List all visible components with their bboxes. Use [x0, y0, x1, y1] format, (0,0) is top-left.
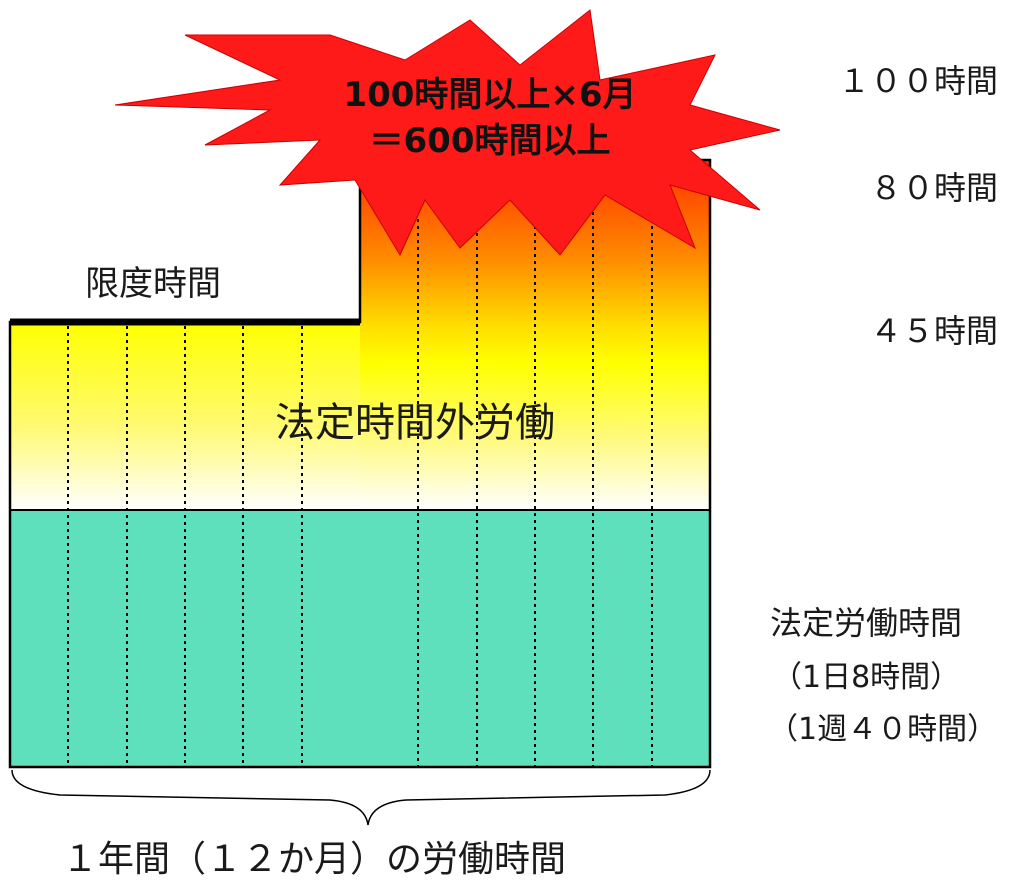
burst-line-2: ＝600時間以上 [369, 121, 611, 161]
annual-hours-label: １年間（１２か月）の労働時間 [62, 839, 567, 880]
hours-45-label: ４５時間 [869, 312, 998, 350]
limit-time-label: 限度時間 [85, 264, 221, 304]
statutory-hours-area [10, 510, 710, 767]
month-dividers [67, 163, 653, 767]
overtime-area-limited [10, 322, 360, 510]
warning-burst [114, 9, 781, 257]
year-brace [11, 769, 711, 826]
burst-text: 100時間以上×6月 ＝600時間以上 [290, 72, 690, 164]
per-week-label: （1週４０時間） [768, 712, 998, 747]
per-day-label: （1日8時間） [772, 660, 961, 695]
burst-line-1: 100時間以上×6月 [343, 75, 637, 115]
statutory-hours-label: 法定労働時間 [770, 604, 963, 642]
hours-80-label: ８０時間 [869, 169, 998, 207]
overtime-work-label: 法定時間外労働 [275, 400, 555, 446]
hours-100-label: １００時間 [837, 62, 998, 100]
